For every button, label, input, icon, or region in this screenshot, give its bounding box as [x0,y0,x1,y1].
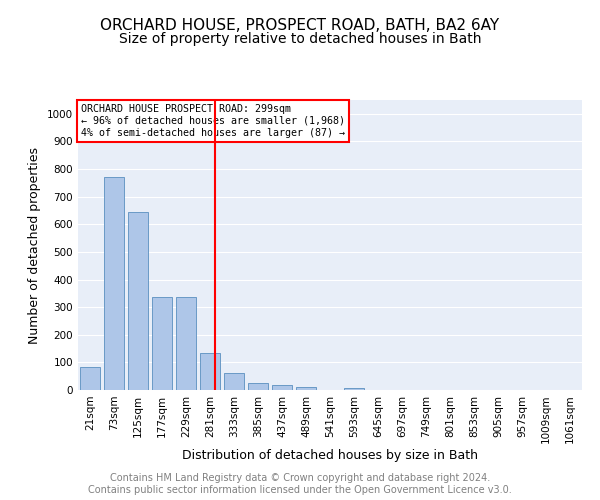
Bar [176,298,196,390]
Text: ORCHARD HOUSE PROSPECT ROAD: 299sqm
← 96% of detached houses are smaller (1,968): ORCHARD HOUSE PROSPECT ROAD: 299sqm ← 96… [80,104,344,138]
Bar [344,388,364,390]
Bar [128,212,148,390]
Bar [80,367,100,390]
Y-axis label: Number of detached properties: Number of detached properties [28,146,41,344]
Bar [272,386,292,390]
Bar [248,383,268,390]
Bar [104,178,124,390]
Bar [224,373,244,390]
Bar [200,354,220,390]
Text: Size of property relative to detached houses in Bath: Size of property relative to detached ho… [119,32,481,46]
Bar [296,387,316,390]
X-axis label: Distribution of detached houses by size in Bath: Distribution of detached houses by size … [182,449,478,462]
Text: Contains HM Land Registry data © Crown copyright and database right 2024.
Contai: Contains HM Land Registry data © Crown c… [88,474,512,495]
Text: ORCHARD HOUSE, PROSPECT ROAD, BATH, BA2 6AY: ORCHARD HOUSE, PROSPECT ROAD, BATH, BA2 … [100,18,500,32]
Bar [152,298,172,390]
